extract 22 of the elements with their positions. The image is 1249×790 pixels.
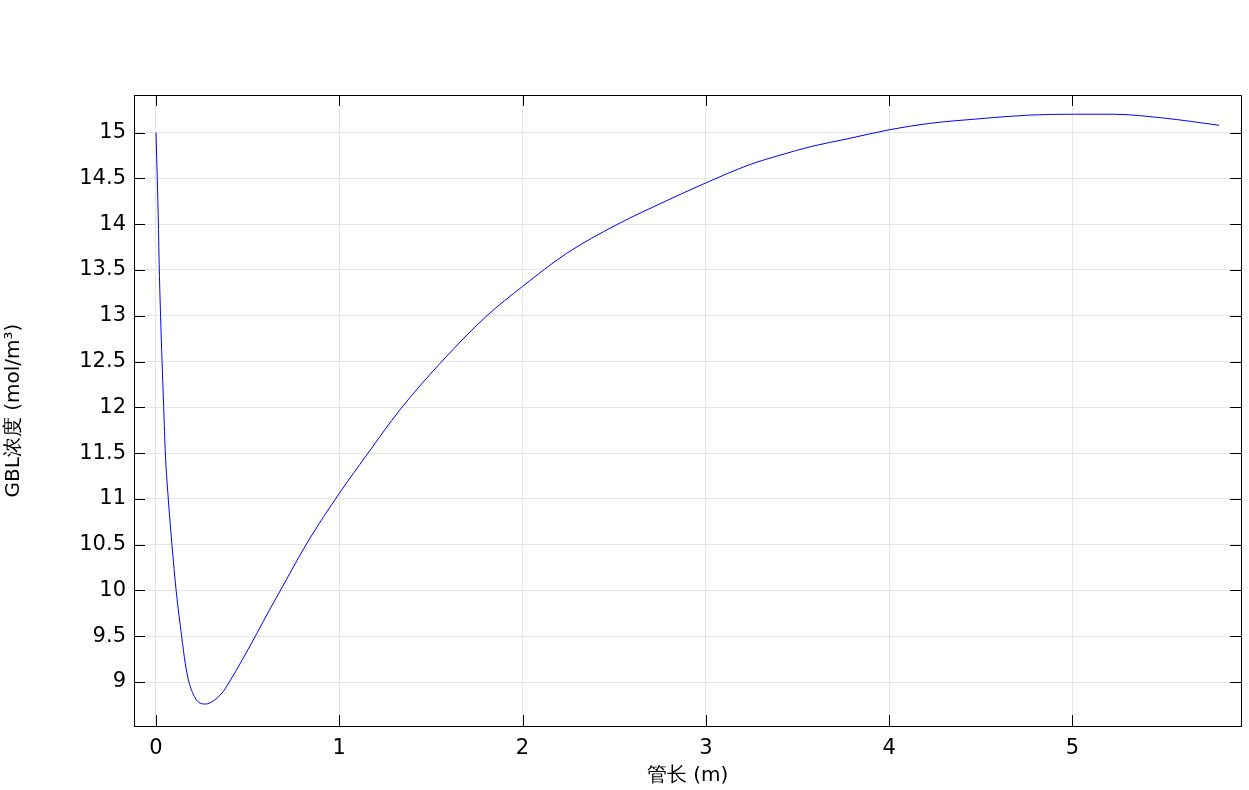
x-tick-label: 0	[149, 735, 163, 760]
y-tick-label: 13	[99, 302, 126, 327]
x-tick-label: 2	[515, 735, 530, 760]
y-tick-label: 15	[99, 119, 126, 143]
x-tick-label: 1	[332, 735, 346, 760]
y-tick-label: 12.5	[79, 347, 126, 372]
y-tick-label: 14	[99, 210, 126, 235]
x-tick-label: 3	[699, 735, 713, 760]
y-tick-label: 11	[99, 485, 126, 510]
y-tick-label: 10.5	[79, 531, 126, 556]
line-series	[155, 113, 1220, 705]
y-axis-title: GBL浓度 (mol/m³)	[0, 323, 25, 498]
y-tick-label: 10	[99, 576, 126, 601]
x-axis-title: 管长 (m)	[646, 762, 729, 787]
x-tick-label: 4	[882, 735, 896, 760]
x-tick-label: 5	[1065, 735, 1080, 760]
y-tick-label: 14.5	[79, 164, 126, 189]
y-tick-label: 12	[99, 393, 126, 418]
y-tick-label: 9	[112, 668, 126, 693]
y-tick-label: 11.5	[79, 439, 126, 464]
y-tick-label: 9.5	[92, 622, 126, 647]
y-tick-label: 13.5	[79, 256, 126, 281]
